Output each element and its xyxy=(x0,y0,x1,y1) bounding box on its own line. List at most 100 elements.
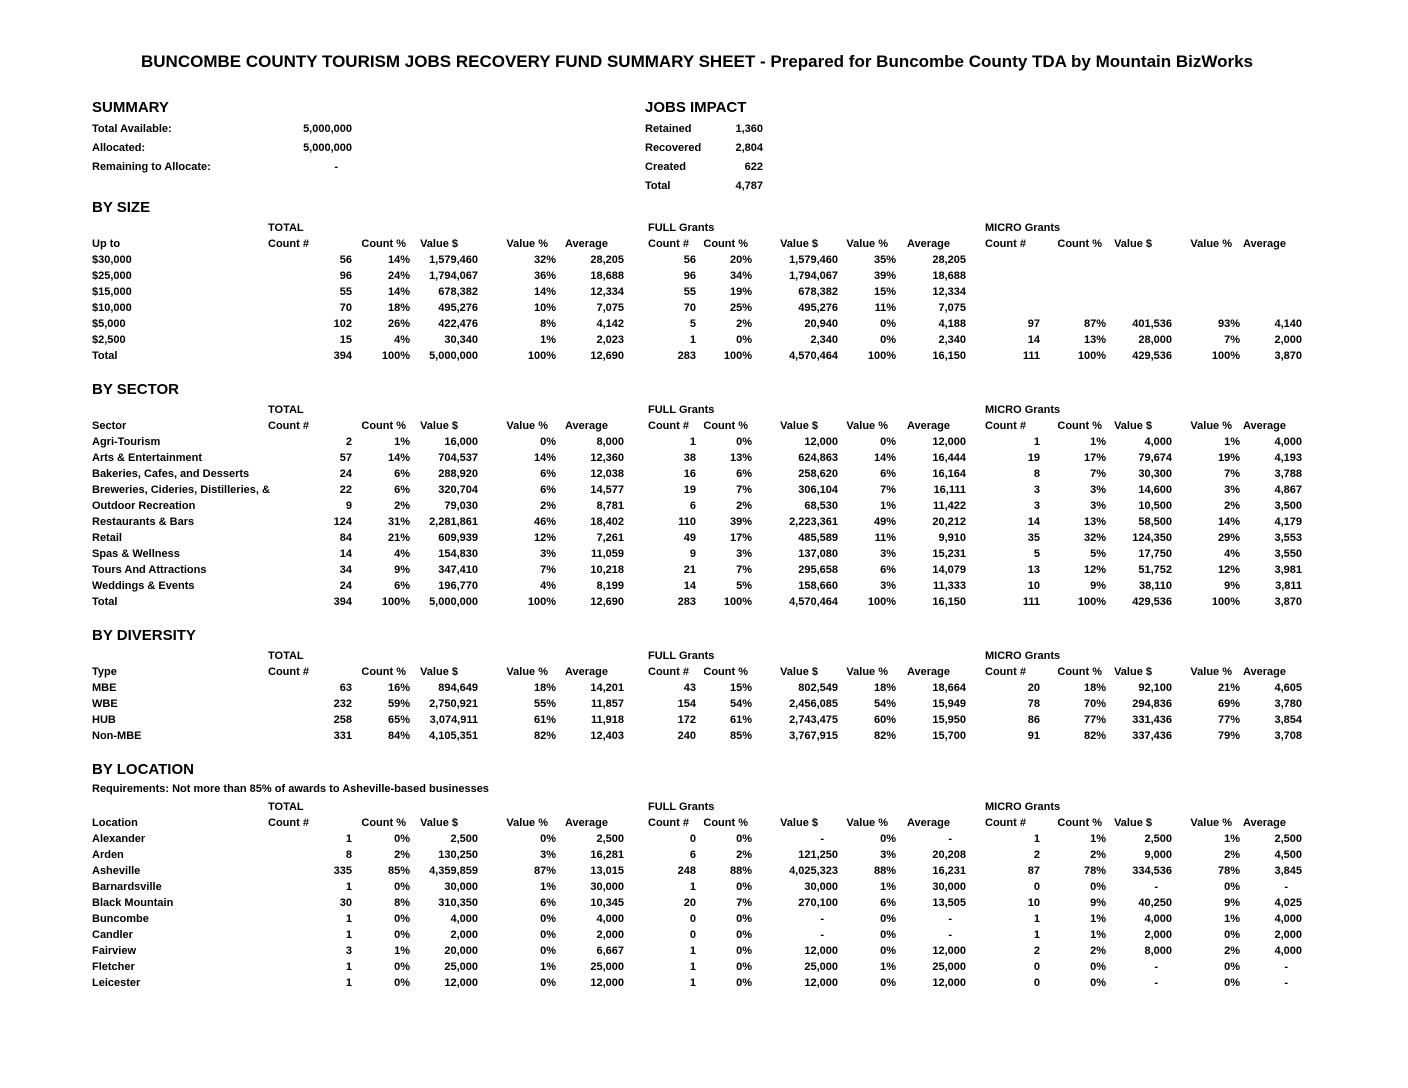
table-row: Asheville 335 85% 4,359,859 87% 13,015 248 88% 4… xyxy=(92,863,1316,879)
cell: 0% xyxy=(540,977,556,989)
cell: 100% xyxy=(723,350,752,362)
cell: 2,500 xyxy=(1274,833,1302,845)
cell: - xyxy=(948,913,952,925)
cell: 4,025 xyxy=(1274,897,1302,909)
cell: 100% xyxy=(527,596,556,608)
cell: 16,444 xyxy=(932,452,966,464)
table-row: $30,000 56 14% 1,579,460 32% 28,205 56 20% 1,579… xyxy=(92,252,1316,268)
cell: 30,300 xyxy=(1138,468,1172,480)
cell: 5% xyxy=(1090,548,1106,560)
section-heading: BY DIVERSITY xyxy=(92,627,196,644)
cell: 0% xyxy=(394,977,410,989)
cell: 30 xyxy=(339,897,352,909)
cell: 0% xyxy=(540,436,556,448)
table-row: Buncombe 1 0% 4,000 0% 4,000 0 0% - 0% - 1 1% 4,000 1%… xyxy=(92,911,1316,927)
cell: 1 xyxy=(1033,913,1040,925)
table-row: Tours And Attractions 34 9% 347,410 7% 10,218… xyxy=(92,562,1316,578)
cell: 5 xyxy=(689,318,696,330)
cell: 16,281 xyxy=(590,849,624,861)
cell: 15% xyxy=(729,682,752,694)
table-group-row: TOTAL FULL Grants MICRO Grants xyxy=(92,220,1316,236)
cell: 0% xyxy=(880,318,896,330)
cell: 802,549 xyxy=(798,682,838,694)
cell: 19 xyxy=(1027,452,1040,464)
cell: 96 xyxy=(339,270,352,282)
cell: 20,212 xyxy=(932,516,966,528)
cell: 422,476 xyxy=(438,318,478,330)
cell: 84% xyxy=(387,730,410,742)
cell: 29% xyxy=(1217,532,1240,544)
cell: 1 xyxy=(345,977,352,989)
cell: 3,870 xyxy=(1274,350,1302,362)
cell: - xyxy=(1154,881,1158,893)
table-row: Fletcher 1 0% 25,000 1% 25,000 1 0% 25,000 1% 25,0… xyxy=(92,959,1316,975)
row-label: Restaurants & Bars xyxy=(92,516,195,528)
table-header-row: Sector Count # Count % Value $ Value % Averag… xyxy=(92,418,1316,434)
cell: 3% xyxy=(880,849,896,861)
row-label: HUB xyxy=(92,714,116,726)
cell: 624,863 xyxy=(798,452,838,464)
cell: 13,505 xyxy=(932,897,966,909)
label-column-header: Sector xyxy=(92,420,127,432)
row-label: Black Mountain xyxy=(92,897,174,909)
table-row: Non-MBE 331 84% 4,105,351 82% 12,403 240 85% 3,7… xyxy=(92,728,1316,744)
cell: 0% xyxy=(736,334,752,346)
cell: 12,000 xyxy=(932,945,966,957)
cell: 13% xyxy=(729,452,752,464)
table-row: Outdoor Recreation 9 2% 79,030 2% 8,781 6 2% 68,… xyxy=(92,498,1316,514)
cell: 10,218 xyxy=(590,564,624,576)
column-header: Average xyxy=(906,817,950,829)
cell: 18% xyxy=(873,682,896,694)
table-row: Retail 84 21% 609,939 12% 7,261 49 17% 485,589 11… xyxy=(92,530,1316,546)
column-header: Value $ xyxy=(420,666,458,678)
column-header: Count # xyxy=(268,420,309,432)
cell: 14,201 xyxy=(590,682,624,694)
column-header: Value $ xyxy=(1114,420,1152,432)
cell: 3% xyxy=(1224,484,1240,496)
cell: - xyxy=(1284,881,1288,893)
cell: 39% xyxy=(873,270,896,282)
cell: 16,164 xyxy=(932,468,966,480)
cell: 394 xyxy=(333,350,352,362)
cell: 26% xyxy=(387,318,410,330)
cell: 8 xyxy=(1033,468,1040,480)
cell: - xyxy=(948,833,952,845)
column-header: Count # xyxy=(985,666,1026,678)
cell: 10,345 xyxy=(590,897,624,909)
cell: 6% xyxy=(394,484,410,496)
cell: 1% xyxy=(880,961,896,973)
cell: 49 xyxy=(683,532,696,544)
cell: 55 xyxy=(683,286,696,298)
cell: 0% xyxy=(394,929,410,941)
cell: 32% xyxy=(1083,532,1106,544)
cell: 0% xyxy=(394,881,410,893)
cell: 100% xyxy=(723,596,752,608)
cell: 30,000 xyxy=(590,881,624,893)
column-header: Value % xyxy=(846,238,888,250)
cell: 0% xyxy=(1224,961,1240,973)
section-by-diversity: BY DIVERSITY TOTAL FULL Grants MICRO Grants… xyxy=(92,628,1316,744)
cell: 5% xyxy=(736,580,752,592)
column-group-label: FULL Grants xyxy=(648,801,715,813)
cell: 9% xyxy=(1224,897,1240,909)
cell: 51,752 xyxy=(1138,564,1172,576)
label-column-header: Type xyxy=(92,666,117,678)
cell: 35% xyxy=(873,254,896,266)
row-label: Outdoor Recreation xyxy=(92,500,196,512)
cell: 1 xyxy=(345,929,352,941)
cell: 283 xyxy=(677,350,696,362)
cell: 5 xyxy=(1033,548,1040,560)
cell: 79% xyxy=(1217,730,1240,742)
label-column-header: Up to xyxy=(92,238,121,250)
table-row: WBE 232 59% 2,750,921 55% 11,857 154 54% 2,456,0… xyxy=(92,696,1316,712)
cell: 1 xyxy=(1033,436,1040,448)
cell: 0 xyxy=(1033,977,1040,989)
cell: 609,939 xyxy=(438,532,478,544)
table-row: $5,000 102 26% 422,476 8% 4,142 5 2% 20,940 0% 4,1… xyxy=(92,316,1316,332)
cell: 1% xyxy=(1090,436,1106,448)
table-row: HUB 258 65% 3,074,911 61% 11,918 172 61% 2,743,4… xyxy=(92,712,1316,728)
column-header: Count # xyxy=(268,238,309,250)
cell: 1% xyxy=(880,881,896,893)
jobs-impact-label: Total xyxy=(645,180,671,192)
cell: 31% xyxy=(387,516,410,528)
